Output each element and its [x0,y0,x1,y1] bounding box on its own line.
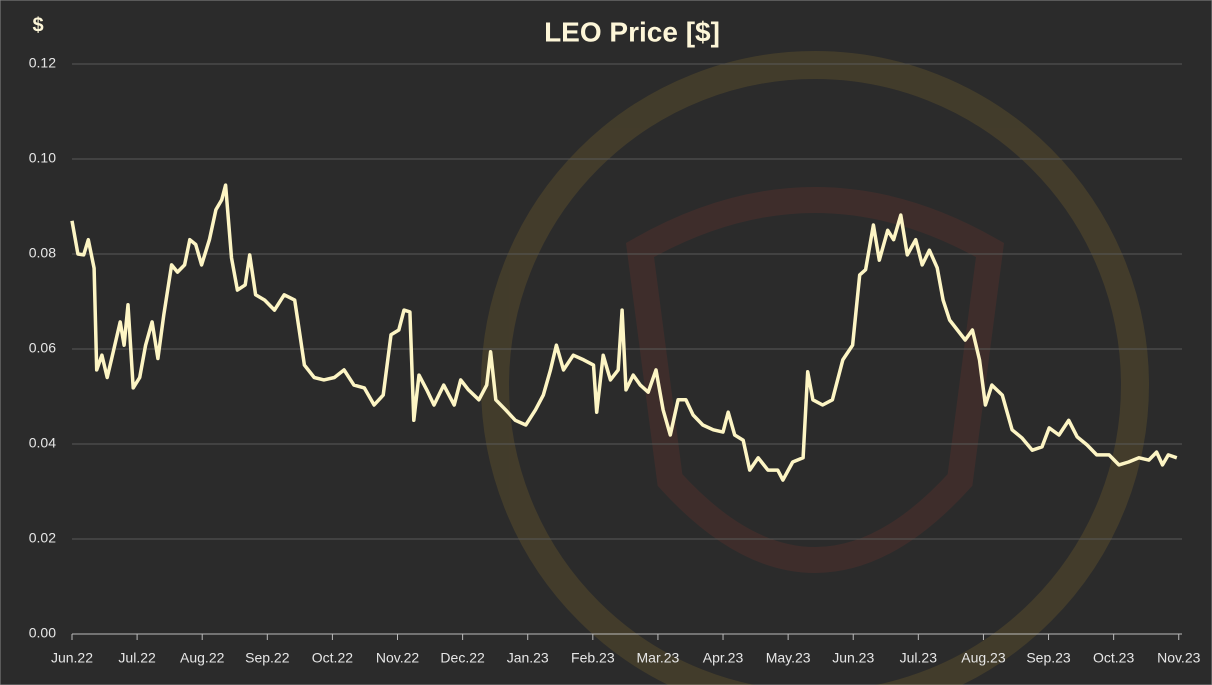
x-tick-label: Dec.22 [440,650,485,666]
y-tick-label: 0.10 [29,150,56,166]
x-tick-label: May.23 [766,650,811,666]
x-tick-label: Aug.23 [961,650,1006,666]
x-tick-label: Jan.23 [507,650,549,666]
x-tick-label: Jul.23 [900,650,938,666]
x-tick-label: Nov.22 [376,650,420,666]
x-tick-label: Jun.22 [51,650,93,666]
x-tick-label: Jul.22 [118,650,156,666]
x-tick-label: Apr.23 [703,650,744,666]
y-tick-label: 0.02 [29,530,56,546]
x-tick-label: Sep.23 [1026,650,1071,666]
x-tick-label: Sep.22 [245,650,290,666]
x-tick-label: Jun.23 [832,650,874,666]
y-tick-label: 0.12 [29,55,56,71]
x-tick-label: Oct.22 [312,650,353,666]
x-tick-label: Mar.23 [637,650,680,666]
y-tick-label: 0.04 [29,435,56,451]
y-tick-label: 0.06 [29,340,56,356]
x-tick-label: Feb.23 [571,650,615,666]
x-tick-label: Aug.22 [180,650,225,666]
y-tick-label: 0.08 [29,245,56,261]
y-axis-label: $ [32,14,43,36]
chart-title: LEO Price [$] [544,16,720,47]
price-line [70,183,1178,482]
x-tick-label: Oct.23 [1093,650,1134,666]
x-tick-label: Nov.23 [1157,650,1201,666]
y-tick-label: 0.00 [29,625,56,641]
